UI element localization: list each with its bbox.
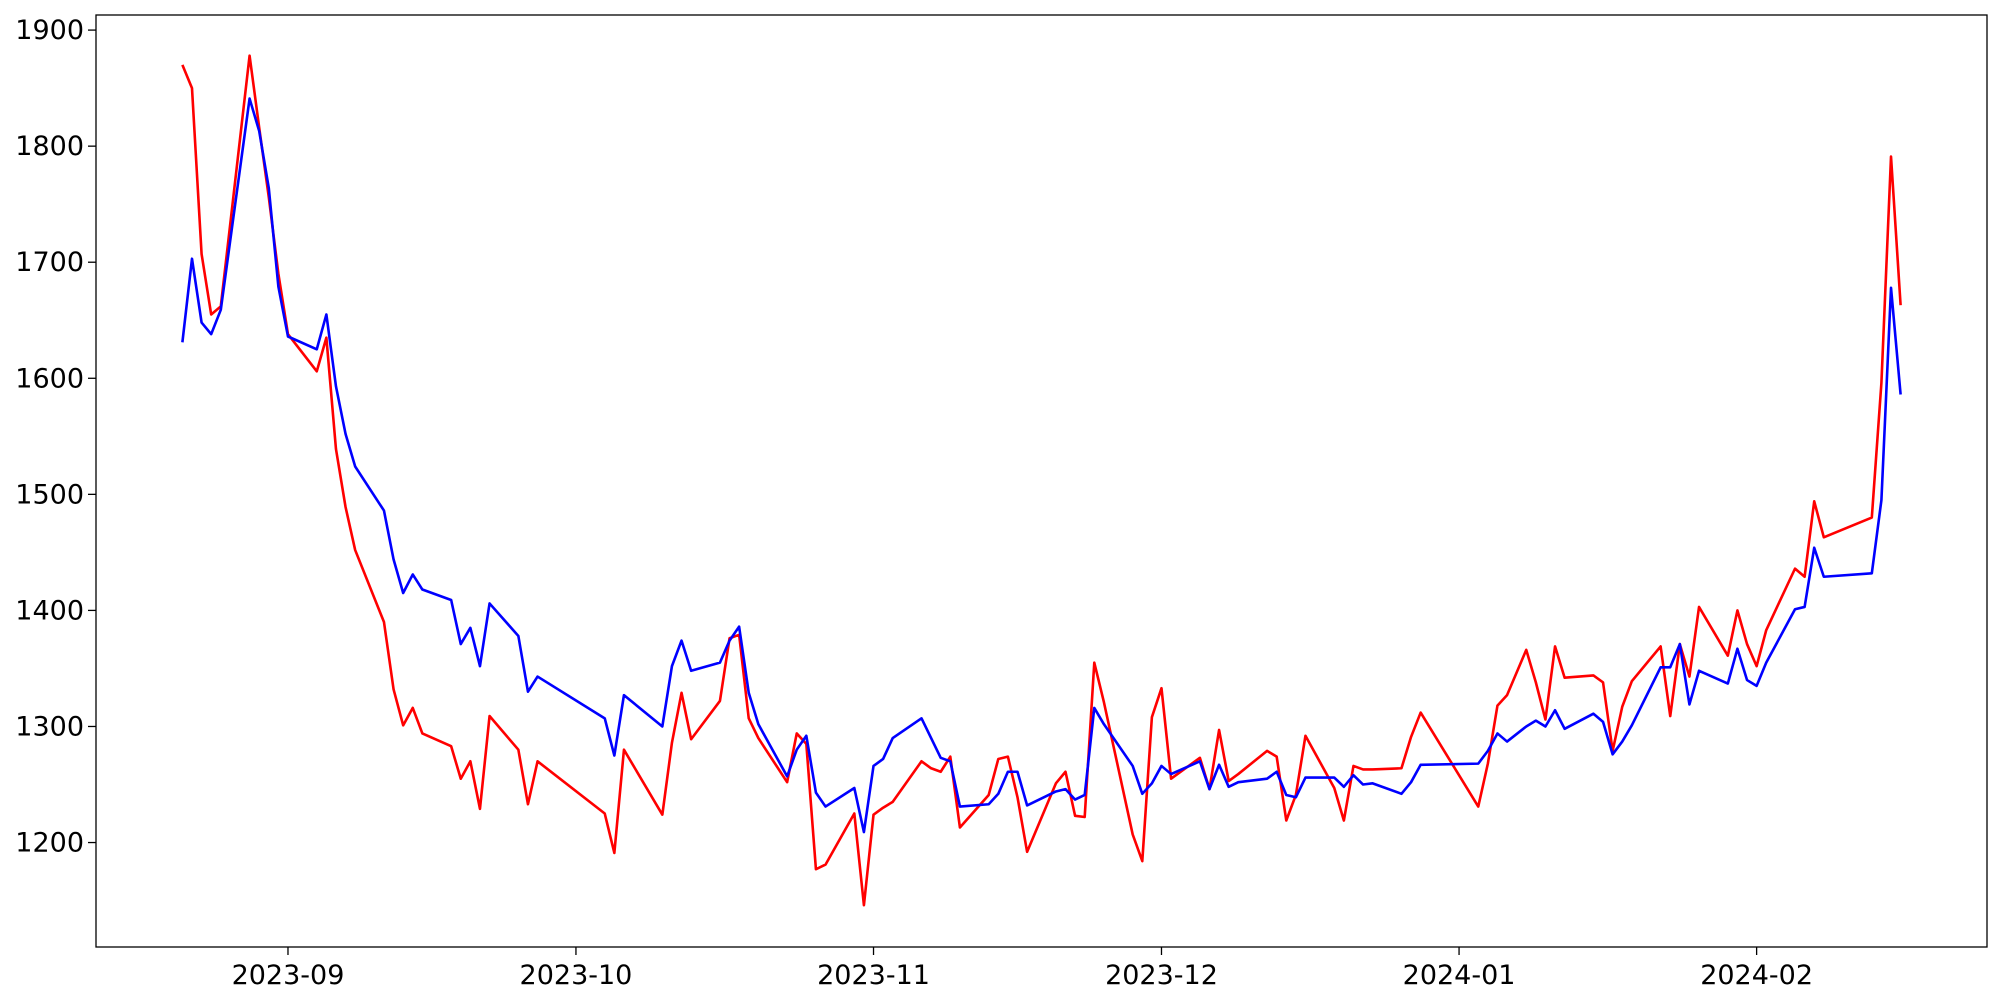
x-tick-label: 2023-09 [232,960,345,991]
y-tick-label: 1500 [15,479,84,510]
y-tick-label: 1300 [15,711,84,742]
x-tick-label: 2024-01 [1403,960,1516,991]
series-line [181,97,1902,834]
x-tick-label: 2023-12 [1105,960,1218,991]
y-tick-label: 1900 [15,15,84,46]
x-tick-label: 2024-02 [1700,960,1813,991]
x-tick-label: 2023-10 [520,960,633,991]
y-tick-label: 1700 [15,247,84,278]
y-tick-label: 1600 [15,363,84,394]
plot-frame [95,14,1988,948]
y-tick-label: 1800 [15,131,84,162]
y-tick-label: 1400 [15,595,84,626]
series-line [181,54,1902,907]
x-tick-label: 2023-11 [817,960,930,991]
y-tick-label: 1200 [15,828,84,859]
